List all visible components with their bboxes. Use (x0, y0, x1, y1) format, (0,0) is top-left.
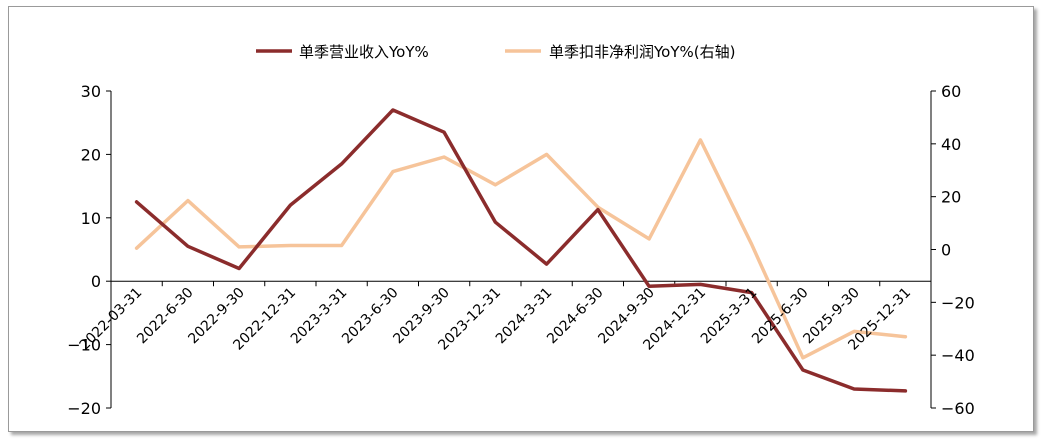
revenue-yoy-line (134, 108, 908, 393)
right-tick-label: −60 (941, 399, 975, 418)
line-chart: 单季营业收入YoY% 单季扣非净利润YoY%(右轴) −20−100102030−… (67, 43, 975, 418)
right-tick-label: −40 (941, 346, 975, 365)
left-tick-label: 10 (81, 209, 101, 228)
left-tick-label: 0 (91, 272, 101, 291)
right-tick-label: −20 (941, 293, 975, 312)
legend: 单季营业收入YoY% 单季扣非净利润YoY%(右轴) (256, 43, 735, 61)
legend-label: 单季营业收入YoY% (299, 43, 429, 61)
x-tick-labels: 2022-03-312022-6-302022-9-302022-12-3120… (77, 285, 915, 354)
legend-label: 单季扣非净利润YoY%(右轴) (549, 43, 735, 61)
chart-frame: 单季营业收入YoY% 单季扣非净利润YoY%(右轴) −20 −10 0 10 20 30−… (8, 6, 1034, 432)
series-lines (134, 108, 908, 393)
right-tick-label: 60 (941, 82, 961, 101)
left-tick-label: 30 (81, 82, 101, 101)
right-tick-label: 40 (941, 135, 961, 154)
right-tick-label: 20 (941, 188, 961, 207)
left-tick-label: −10 (67, 336, 101, 355)
net-profit-yoy-line (134, 138, 908, 360)
left-tick-label: 20 (81, 145, 101, 164)
left-tick-label: −20 (67, 399, 101, 418)
axes: −20 −10 0 10 20 30 −60 −40 −20 0 20 40 60 (67, 82, 975, 418)
right-tick-label: 0 (941, 241, 951, 260)
